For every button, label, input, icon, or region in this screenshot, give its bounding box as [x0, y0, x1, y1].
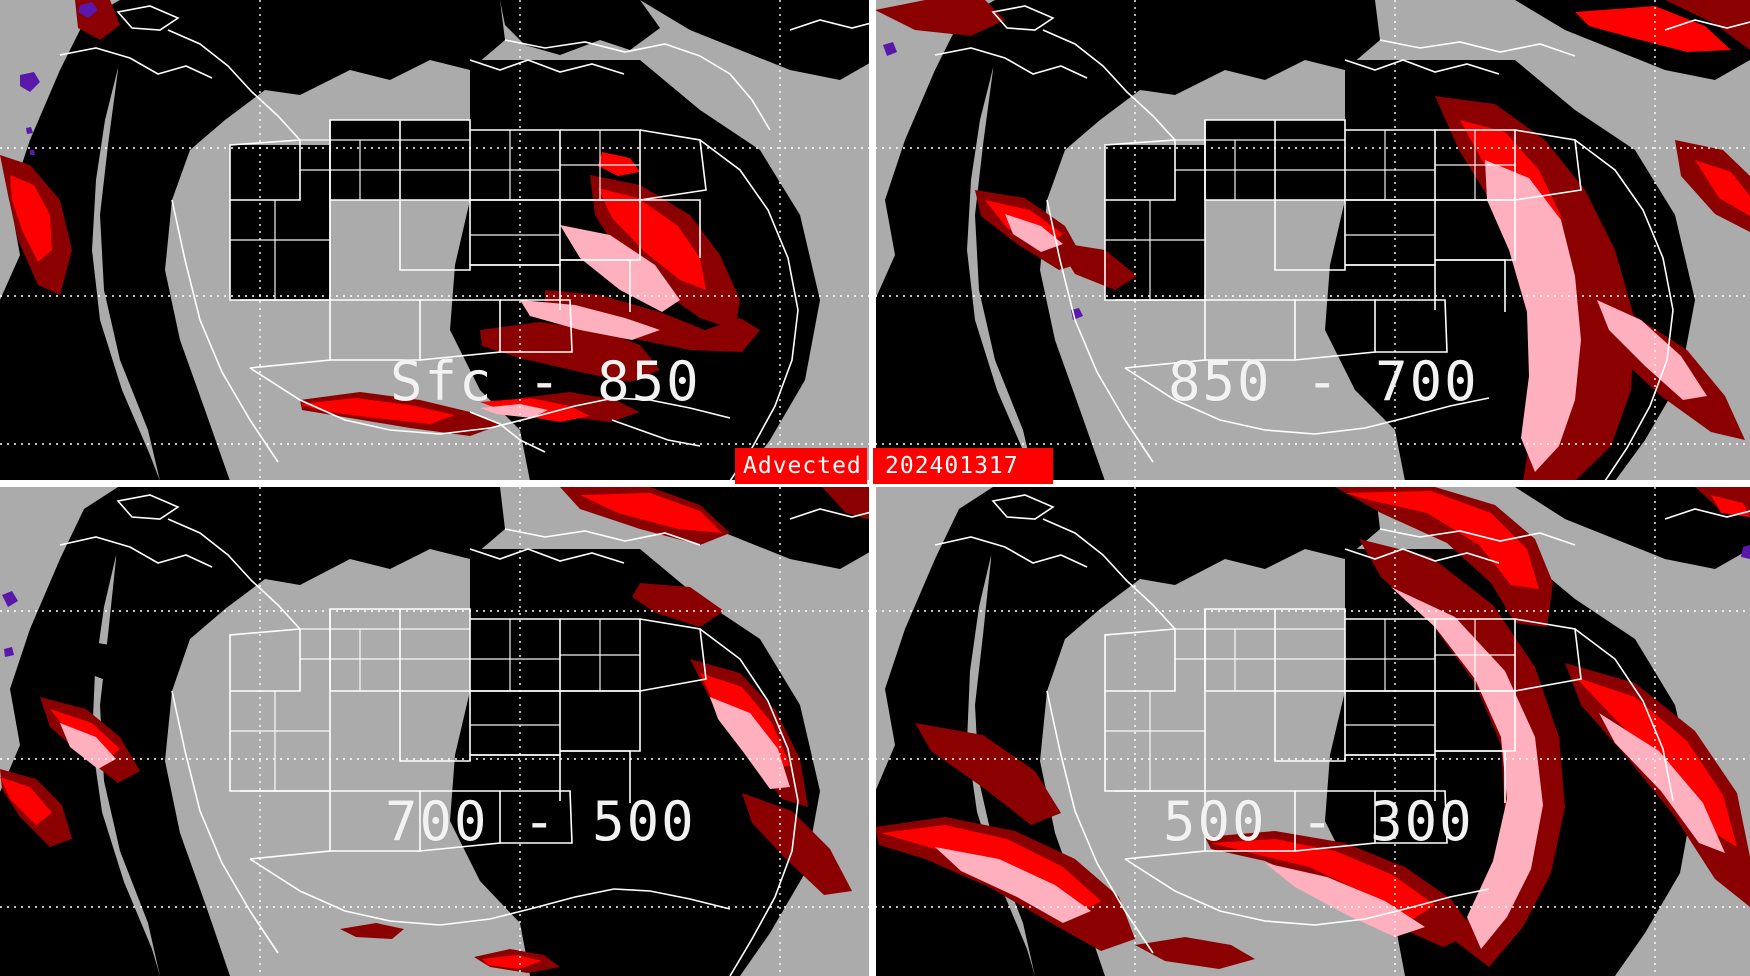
map-borders — [59, 494, 875, 976]
panel-500-300[interactable] — [875, 487, 1750, 976]
terrain-mask — [1515, 487, 1750, 569]
advected-to-banner: Advected to 202401317 — [735, 448, 1053, 484]
plume-purple — [1741, 545, 1750, 559]
panel-700-500[interactable] — [0, 487, 875, 976]
advected-to-date: 202401317 — [873, 448, 1053, 484]
gridlines — [875, 487, 1750, 976]
state-borders — [230, 130, 640, 300]
state-borders — [1105, 130, 1515, 300]
gridlines — [875, 0, 1750, 481]
terrain-mask — [975, 487, 1380, 976]
plume-purple — [20, 2, 98, 155]
terrain-mask — [1105, 145, 1205, 300]
gridlines — [0, 487, 875, 976]
terrain-mask — [500, 0, 660, 55]
terrain-mask — [975, 0, 1380, 481]
advected-to-label: Advected to — [735, 448, 905, 484]
plume-pink — [480, 225, 680, 418]
terrain-mask — [450, 549, 820, 976]
panel-divider-vertical — [869, 0, 876, 976]
terrain-mask — [640, 0, 875, 80]
terrain-mask — [1515, 0, 1750, 80]
plume-purple — [2, 591, 18, 657]
terrain-mask — [100, 487, 505, 976]
map-canvas-sfc-850 — [0, 0, 875, 481]
terrain-mask — [0, 0, 160, 481]
state-borders — [230, 619, 640, 791]
terrain-mask — [60, 637, 132, 681]
terrain-mask — [875, 0, 1035, 481]
map-canvas-700-500 — [0, 487, 875, 976]
map-borders — [934, 494, 1750, 954]
panel-850-700[interactable] — [875, 0, 1750, 481]
plume-pink — [60, 697, 790, 789]
map-canvas-500-300 — [875, 487, 1750, 976]
plume-pink — [1005, 160, 1707, 472]
terrain-mask — [230, 145, 330, 300]
map-borders — [59, 5, 875, 481]
state-borders — [1105, 619, 1515, 791]
gridlines — [0, 0, 875, 481]
panel-sfc-850[interactable] — [0, 0, 875, 481]
terrain-mask — [100, 0, 505, 481]
map-canvas-850-700 — [875, 0, 1750, 481]
plume-pink — [935, 587, 1725, 949]
